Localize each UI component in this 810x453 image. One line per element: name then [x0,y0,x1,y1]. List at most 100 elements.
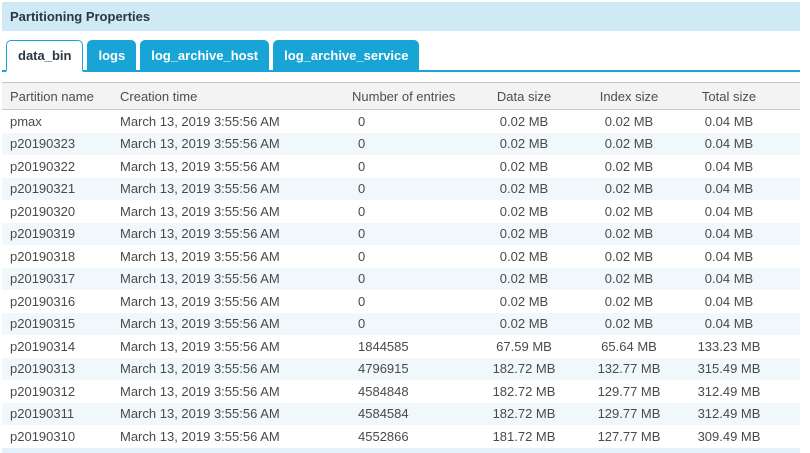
cell-total-size: 0.04 MB [704,203,754,219]
cell-partition-name: p20190312 [10,383,76,399]
cell-index-size: 0.02 MB [604,113,654,129]
table-row: p20190315 March 13, 2019 3:55:56 AM 0 0.02 … [2,312,800,335]
cell-creation-time: March 13, 2019 3:55:56 AM [120,271,280,287]
cell-data-size: 182.72 MB [492,383,556,399]
cell-total-size: 0.04 MB [704,113,754,129]
column-header-total-size: Total size [701,88,757,104]
cell-partition-name: p20190321 [10,181,76,197]
cell-index-size: 0.02 MB [604,181,654,197]
cell-creation-time: March 13, 2019 3:55:56 AM [120,113,280,129]
cell-creation-time: March 13, 2019 3:55:56 AM [120,226,280,242]
cell-partition-name: p20190316 [10,293,76,309]
column-header-index-size: Index size [599,88,659,104]
cell-number-of-entries: 0 [358,248,366,264]
cell-creation-time: March 13, 2019 3:55:56 AM [120,383,280,399]
cell-data-size: 0.02 MB [499,248,549,264]
cell-data-size: 0.02 MB [499,226,549,242]
cell-partition-name: p20190323 [10,136,76,152]
cell-creation-time: March 13, 2019 3:55:56 AM [120,293,280,309]
cell-total-size: 0.04 MB [704,136,754,152]
cell-total-size: 312.49 MB [697,383,761,399]
cell-data-size: 0.02 MB [499,158,549,174]
column-header-number-of-entries: Number of entries [352,88,456,104]
cell-index-size: 0.02 MB [604,293,654,309]
table-row: p20190313 March 13, 2019 3:55:56 AM 479691… [2,357,800,380]
cell-data-size: 0.02 MB [499,293,549,309]
cell-creation-time: March 13, 2019 3:55:56 AM [120,158,280,174]
cell-number-of-entries: 0 [358,203,366,219]
cell-creation-time: March 13, 2019 3:55:56 AM [120,181,280,197]
cell-data-size: 0.02 MB [499,271,549,287]
cell-number-of-entries: 4584584 [358,406,409,422]
cell-data-size: 182.72 MB [492,406,556,422]
cell-data-size: 181.72 MB [492,428,556,444]
cell-partition-name: p20190317 [10,271,76,287]
cell-creation-time: March 13, 2019 3:55:56 AM [120,203,280,219]
cell-creation-time: March 13, 2019 3:55:56 AM [120,428,280,444]
tab-logs[interactable]: logs [87,40,137,70]
table-row: p20190318 March 13, 2019 3:55:56 AM 0 0.02 … [2,245,800,268]
cell-data-size: 67.59 MB [496,338,552,354]
column-header-partition-name: Partition name [10,88,94,104]
cell-total-size: 0.04 MB [704,248,754,264]
table-row: p20190320 March 13, 2019 3:55:56 AM 0 0.02 … [2,200,800,223]
cell-index-size: 0.02 MB [604,226,654,242]
cell-index-size: 0.02 MB [604,136,654,152]
cell-number-of-entries: 0 [358,158,366,174]
cell-index-size: 0.02 MB [604,203,654,219]
table-row: p20190322 March 13, 2019 3:55:56 AM 0 0.02 … [2,155,800,178]
panel-title-bar: Partitioning Properties [2,2,800,31]
tab-log-archive-host[interactable]: log_archive_host [140,40,270,70]
cell-total-size: 133.23 MB [697,338,761,354]
cell-total-size: 0.04 MB [704,226,754,242]
table-row: p20190311 March 13, 2019 3:55:56 AM 458458… [2,402,800,425]
cell-number-of-entries: 0 [358,113,366,129]
cell-partition-name: pmax [10,113,42,129]
cell-data-size: 0.02 MB [499,203,549,219]
cell-partition-name: p20190311 [10,406,75,422]
cell-index-size: 0.02 MB [604,158,654,174]
cell-partition-name: p20190314 [10,338,76,354]
table-row: p20190323 March 13, 2019 3:55:56 AM 0 0.02 … [2,132,800,155]
cell-data-size: 0.02 MB [499,316,549,332]
cell-index-size: 129.77 MB [597,406,661,422]
cell-data-size: 0.02 MB [499,181,549,197]
cell-creation-time: March 13, 2019 3:55:56 AM [120,338,280,354]
tab-data-bin[interactable]: data_bin [6,40,84,72]
cell-data-size: 182.72 MB [492,361,556,377]
cell-creation-time: March 13, 2019 3:55:56 AM [120,406,280,422]
tab-bar: data_bin logs log_archive_host log_archive_… [2,40,800,72]
cell-total-size: 0.04 MB [704,316,754,332]
cell-data-size: 0.02 MB [499,136,549,152]
cell-index-size: 127.77 MB [597,428,661,444]
cell-creation-time: March 13, 2019 3:55:56 AM [120,361,280,377]
cell-creation-time: March 13, 2019 3:55:56 AM [120,136,280,152]
cell-partition-name: p20190313 [10,361,76,377]
table-body: pmax March 13, 2019 3:55:56 AM 0 0.02 MB 0.0… [2,110,800,448]
cell-creation-time: March 13, 2019 3:55:56 AM [120,316,280,332]
cell-creation-time: March 13, 2019 3:55:56 AM [120,248,280,264]
cell-total-size: 312.49 MB [697,406,761,422]
cell-index-size: 0.02 MB [604,316,654,332]
table-header-row: Partition name Creation time Number of e… [2,82,800,110]
column-header-data-size: Data size [496,88,552,104]
cell-number-of-entries: 0 [358,293,366,309]
cell-total-size: 315.49 MB [697,361,761,377]
cell-data-size: 0.02 MB [499,113,549,129]
cell-index-size: 0.02 MB [604,248,654,264]
tab-log-archive-service[interactable]: log_archive_service [273,40,420,70]
table-row: p20190317 March 13, 2019 3:55:56 AM 0 0.02 … [2,267,800,290]
table-row: p20190319 March 13, 2019 3:55:56 AM 0 0.02 … [2,222,800,245]
cell-index-size: 132.77 MB [597,361,661,377]
cell-index-size: 65.64 MB [601,338,657,354]
cell-partition-name: p20190319 [10,226,76,242]
cell-total-size: 0.04 MB [704,271,754,287]
cell-total-size: 0.04 MB [704,181,754,197]
cell-partition-name: p20190315 [10,316,76,332]
cell-index-size: 0.02 MB [604,271,654,287]
partial-row-strip [2,447,800,453]
table-row: p20190314 March 13, 2019 3:55:56 AM 184458… [2,335,800,358]
cell-partition-name: p20190318 [10,248,76,264]
cell-number-of-entries: 0 [358,316,366,332]
column-header-creation-time: Creation time [120,88,198,104]
